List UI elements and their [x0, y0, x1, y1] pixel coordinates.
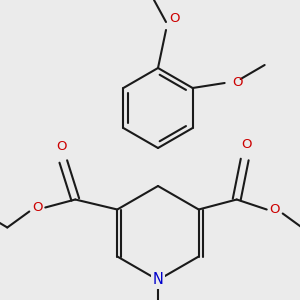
Text: O: O: [56, 140, 67, 154]
Text: O: O: [169, 12, 179, 25]
Text: N: N: [153, 272, 164, 287]
Text: O: O: [232, 76, 243, 89]
Text: O: O: [269, 203, 280, 216]
Text: O: O: [242, 139, 252, 152]
Text: O: O: [32, 201, 43, 214]
